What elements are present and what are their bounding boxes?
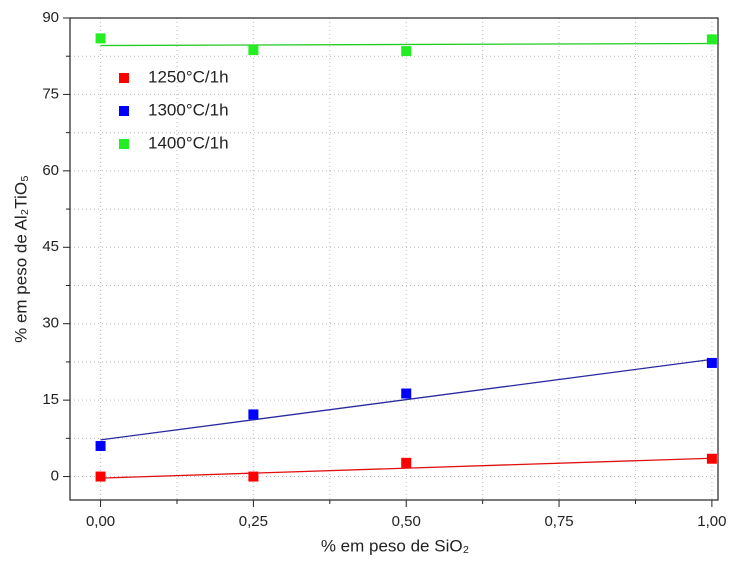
fit-line [100,457,712,479]
x-tick-label: 0,00 [86,513,115,530]
y-tick-label: 0 [51,468,59,485]
y-tick-label: 30 [42,315,59,332]
point [248,471,259,482]
y-tick-label: 15 [42,391,59,408]
point [706,453,717,464]
point [401,457,412,468]
point [401,46,412,57]
fit-line [100,358,712,441]
y-axis-label: % em peso de Al₂TiO₅ [11,175,30,343]
legend-label: 1300°C/1h [148,100,229,119]
point [95,440,106,451]
legend-marker [119,106,129,116]
x-tick-label: 0,25 [239,513,268,530]
point [248,409,259,420]
legend-marker [119,139,129,149]
x-tick-label: 0,50 [392,513,421,530]
y-tick-label: 60 [42,162,59,179]
point [95,33,106,44]
point [706,357,717,368]
legend-label: 1250°C/1h [148,67,229,86]
fit-line [100,42,712,47]
point [95,471,106,482]
point [248,45,259,56]
legend-label: 1400°C/1h [148,133,229,152]
x-tick-label: 0,75 [544,513,573,530]
plot-frame [69,17,719,501]
point [706,34,717,45]
point [401,388,412,399]
y-tick-label: 90 [42,9,59,26]
legend-marker [119,73,129,83]
x-axis-label: % em peso de SiO₂ [321,536,469,555]
y-tick-label: 75 [42,85,59,102]
x-tick-label: 1,00 [697,513,726,530]
y-tick-label: 45 [42,238,59,255]
